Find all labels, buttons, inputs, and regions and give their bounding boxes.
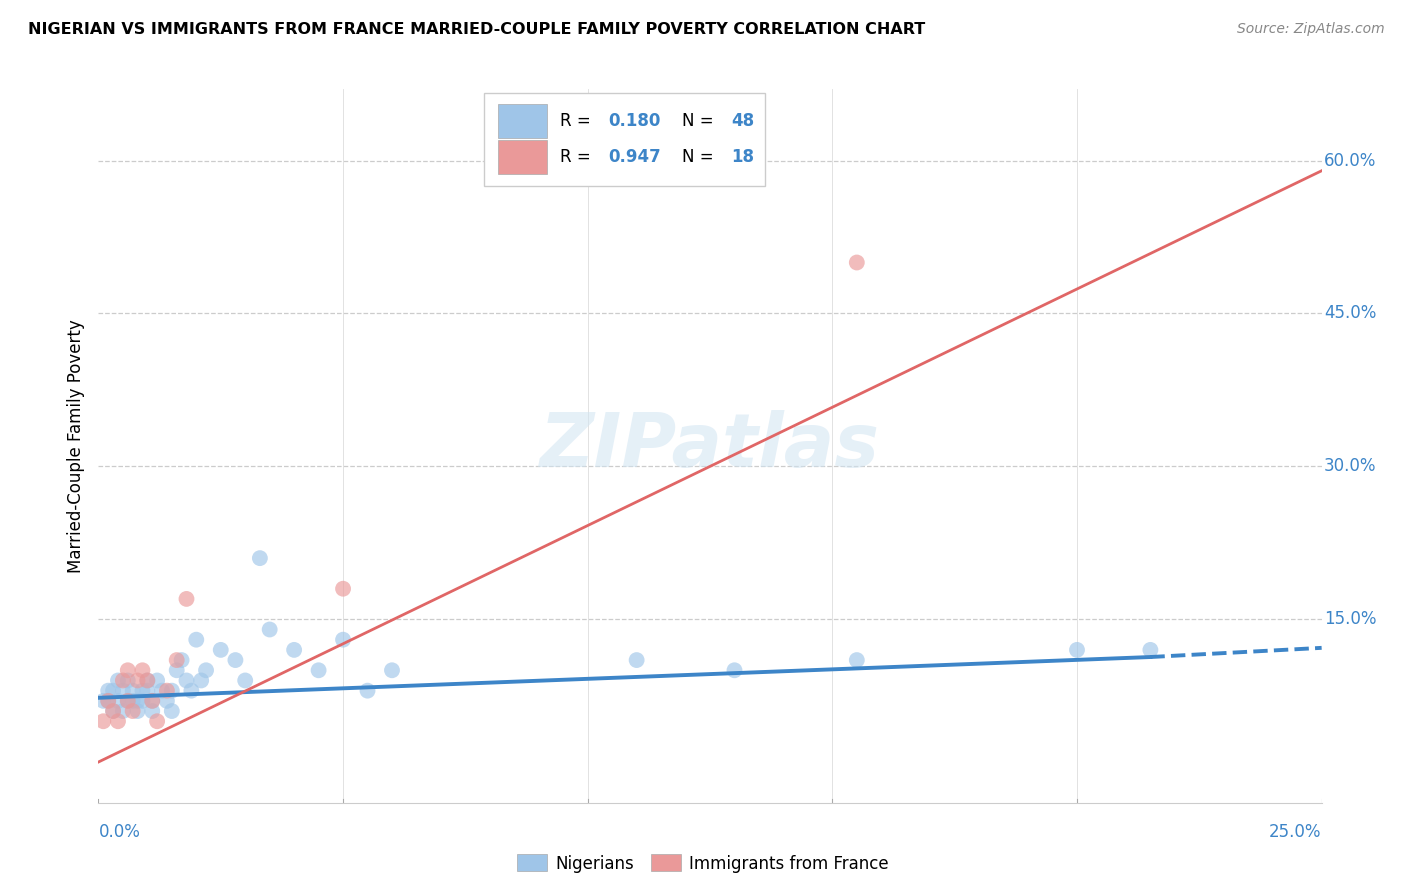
Point — [121, 683, 143, 698]
Point — [332, 632, 354, 647]
Point — [160, 683, 183, 698]
Point — [141, 694, 163, 708]
Point — [332, 582, 354, 596]
Point — [845, 653, 868, 667]
Point — [117, 663, 139, 677]
Point — [131, 683, 153, 698]
Point — [224, 653, 246, 667]
Point — [209, 643, 232, 657]
Point — [121, 704, 143, 718]
Point — [97, 694, 120, 708]
Point — [141, 694, 163, 708]
Text: N =: N = — [682, 148, 718, 166]
Point — [195, 663, 218, 677]
Text: NIGERIAN VS IMMIGRANTS FROM FRANCE MARRIED-COUPLE FAMILY POVERTY CORRELATION CHA: NIGERIAN VS IMMIGRANTS FROM FRANCE MARRI… — [28, 22, 925, 37]
Point — [107, 673, 129, 688]
Bar — [498, 140, 547, 174]
Point — [146, 714, 169, 729]
Text: 0.0%: 0.0% — [98, 823, 141, 841]
FancyBboxPatch shape — [484, 93, 765, 186]
Text: 45.0%: 45.0% — [1324, 304, 1376, 323]
Point — [249, 551, 271, 566]
Point — [117, 694, 139, 708]
Point — [121, 694, 143, 708]
Point — [156, 694, 179, 708]
Point — [283, 643, 305, 657]
Point — [101, 704, 124, 718]
Text: 15.0%: 15.0% — [1324, 610, 1376, 628]
Point — [136, 673, 159, 688]
Point — [176, 591, 198, 606]
Text: 0.947: 0.947 — [609, 148, 661, 166]
Point — [131, 694, 153, 708]
Point — [111, 704, 134, 718]
Point — [101, 683, 124, 698]
Point — [141, 704, 163, 718]
Point — [1139, 643, 1161, 657]
Point — [107, 714, 129, 729]
Point — [117, 673, 139, 688]
Legend: Nigerians, Immigrants from France: Nigerians, Immigrants from France — [510, 847, 896, 880]
Bar — [498, 104, 547, 138]
Text: Source: ZipAtlas.com: Source: ZipAtlas.com — [1237, 22, 1385, 37]
Point — [176, 673, 198, 688]
Point — [233, 673, 256, 688]
Text: 18: 18 — [731, 148, 754, 166]
Point — [356, 683, 378, 698]
Point — [117, 694, 139, 708]
Text: R =: R = — [560, 148, 596, 166]
Point — [186, 632, 208, 647]
Point — [170, 653, 193, 667]
Text: 30.0%: 30.0% — [1324, 458, 1376, 475]
Point — [156, 683, 179, 698]
Point — [127, 704, 149, 718]
Point — [136, 683, 159, 698]
Point — [97, 683, 120, 698]
Y-axis label: Married-Couple Family Poverty: Married-Couple Family Poverty — [66, 319, 84, 573]
Point — [845, 255, 868, 269]
Point — [111, 673, 134, 688]
Point — [190, 673, 212, 688]
Text: ZIPatlas: ZIPatlas — [540, 409, 880, 483]
Point — [381, 663, 404, 677]
Point — [1066, 643, 1088, 657]
Point — [166, 663, 188, 677]
Point — [107, 694, 129, 708]
Text: 48: 48 — [731, 112, 754, 130]
Text: 0.180: 0.180 — [609, 112, 661, 130]
Text: R =: R = — [560, 112, 596, 130]
Text: 60.0%: 60.0% — [1324, 152, 1376, 169]
Point — [127, 673, 149, 688]
Point — [180, 683, 202, 698]
Text: N =: N = — [682, 112, 718, 130]
Point — [131, 663, 153, 677]
Point — [626, 653, 648, 667]
Point — [166, 653, 188, 667]
Point — [146, 673, 169, 688]
Point — [111, 683, 134, 698]
Point — [150, 683, 173, 698]
Point — [127, 694, 149, 708]
Point — [136, 673, 159, 688]
Point — [259, 623, 281, 637]
Point — [91, 694, 114, 708]
Text: 25.0%: 25.0% — [1270, 823, 1322, 841]
Point — [91, 714, 114, 729]
Point — [723, 663, 745, 677]
Point — [160, 704, 183, 718]
Point — [308, 663, 330, 677]
Point — [97, 694, 120, 708]
Point — [101, 704, 124, 718]
